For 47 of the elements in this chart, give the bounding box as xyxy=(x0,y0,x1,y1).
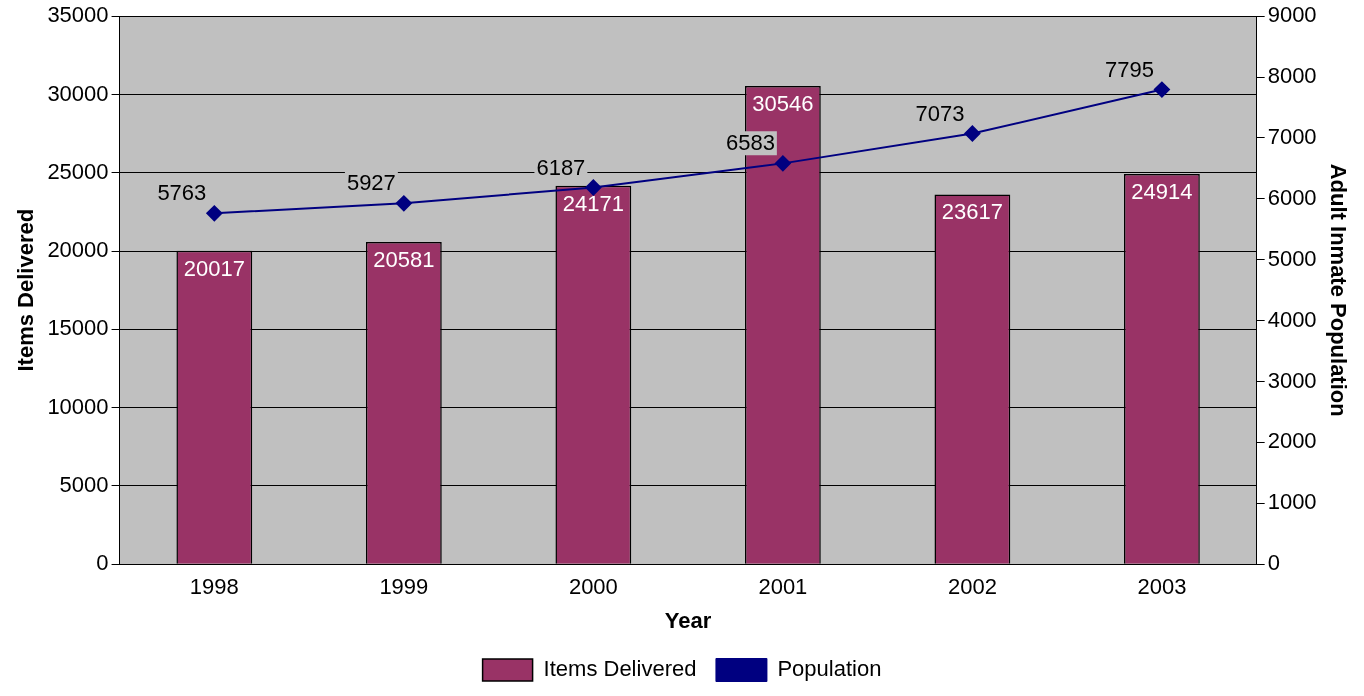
legend-label: Population xyxy=(777,656,882,682)
y-tick-label: 5000 xyxy=(59,471,109,497)
y-tick-label: 30000 xyxy=(47,80,109,106)
y-axis-title: Items Delivered xyxy=(13,208,39,372)
y2-tick-label: 1000 xyxy=(1267,489,1317,515)
x-tick-label: 1998 xyxy=(189,574,239,600)
data-label: 20017 xyxy=(183,255,245,281)
data-label: 20581 xyxy=(373,247,435,273)
y-tick-label: 35000 xyxy=(47,2,109,28)
data-label: 7073 xyxy=(915,100,965,126)
data-label: 6583 xyxy=(725,130,775,156)
y-tick-label: 10000 xyxy=(47,393,109,419)
y-tick-label: 0 xyxy=(96,550,109,576)
legend-label: Items Delivered xyxy=(543,656,697,682)
data-label: 5927 xyxy=(346,170,396,196)
point xyxy=(964,125,981,142)
x-tick-label: 2001 xyxy=(758,574,808,600)
y2-tick-label: 2000 xyxy=(1267,428,1317,454)
point xyxy=(1153,81,1170,98)
y2-tick-label: 5000 xyxy=(1267,245,1317,271)
point xyxy=(206,205,223,222)
data-label: 24171 xyxy=(562,190,624,216)
data-label: 24914 xyxy=(1131,179,1193,205)
x-tick-label: 2000 xyxy=(568,574,618,600)
y2-tick-label: 6000 xyxy=(1267,184,1317,210)
y2-tick-label: 0 xyxy=(1267,550,1280,576)
data-label: 30546 xyxy=(752,91,814,116)
point xyxy=(395,195,412,212)
x-axis-title: Year xyxy=(664,607,712,633)
y-tick-label: 20000 xyxy=(47,237,109,263)
data-label: 7795 xyxy=(1104,56,1154,82)
point xyxy=(585,179,602,196)
data-label: 6187 xyxy=(536,154,586,180)
point xyxy=(774,155,791,172)
data-label: 5763 xyxy=(157,180,207,206)
x-tick-label: 2002 xyxy=(947,574,997,600)
y2-tick-label: 8000 xyxy=(1267,63,1317,89)
y2-tick-label: 3000 xyxy=(1267,367,1317,393)
y-tick-label: 15000 xyxy=(47,315,109,341)
y2-axis-title: Adult Inmate Population xyxy=(1325,163,1351,417)
y-tick-label: 25000 xyxy=(47,158,109,184)
x-tick-label: 2003 xyxy=(1137,574,1187,600)
y2-tick-label: 4000 xyxy=(1267,306,1317,332)
y2-tick-label: 7000 xyxy=(1267,124,1317,150)
data-label: 23617 xyxy=(941,199,1003,225)
x-tick-label: 1999 xyxy=(379,574,429,600)
y2-tick-label: 9000 xyxy=(1267,2,1317,28)
